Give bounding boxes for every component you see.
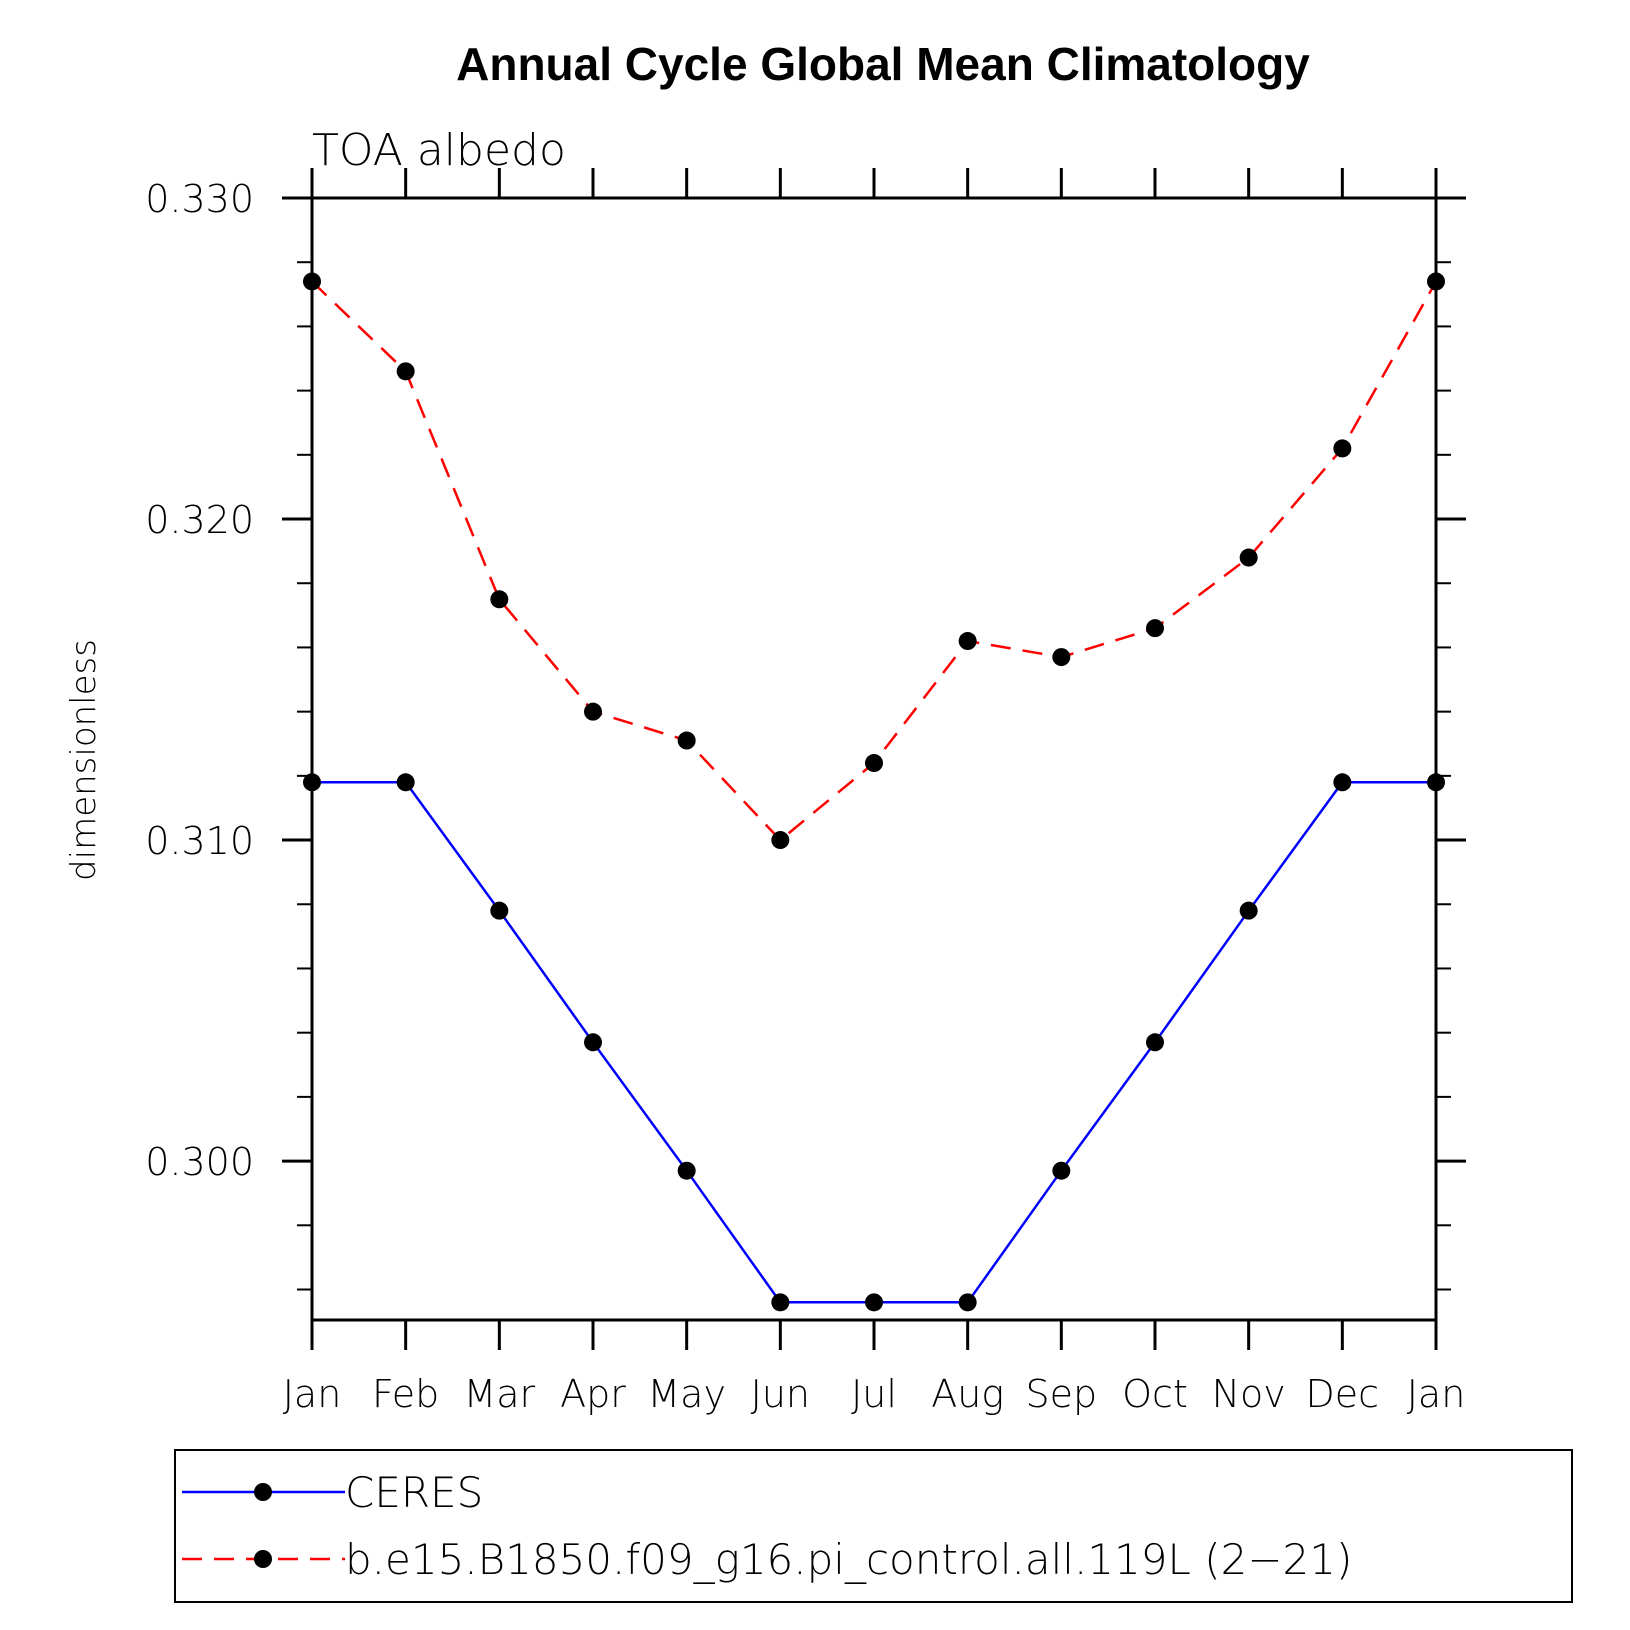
data-point	[958, 1293, 977, 1312]
y-tick-label: 0.330	[145, 177, 254, 221]
data-point	[1146, 619, 1164, 638]
tick-labels: Jan Feb Mar Apr May Jun Jul Aug Sep Oct Nov Dec Jan 0…	[145, 177, 1465, 1416]
data-point	[584, 1033, 602, 1052]
x-tick-label: Jan	[283, 1372, 342, 1416]
x-tick-label: Mar	[463, 1372, 535, 1416]
y-tick-label: 0.310	[145, 819, 254, 863]
series-layer	[303, 272, 1445, 1312]
data-point	[771, 1293, 790, 1312]
x-tick-label: May	[647, 1372, 726, 1416]
data-point	[396, 773, 415, 792]
x-tick-label: Oct	[1122, 1372, 1188, 1416]
y-tick-label: 0.320	[145, 498, 254, 542]
data-point	[396, 362, 415, 381]
data-point	[1239, 548, 1258, 567]
data-point	[865, 1293, 883, 1312]
data-point	[865, 754, 883, 773]
x-tick-label: Jan	[1407, 1372, 1466, 1416]
plot-frame	[310, 196, 1438, 1322]
data-point	[1052, 648, 1071, 667]
legend-marker-ceres	[254, 1483, 272, 1501]
data-point	[584, 702, 602, 721]
data-point	[677, 731, 696, 750]
data-point	[490, 901, 509, 920]
data-point	[771, 831, 790, 850]
legend: CERES b.e15.B1850.f09_g16.pi_control.all…	[174, 1449, 1573, 1603]
legend-box	[174, 1449, 1573, 1603]
x-tick-label: Jul	[851, 1372, 897, 1416]
data-point	[1333, 439, 1352, 458]
data-point	[1333, 773, 1352, 792]
y-tick-label: 0.300	[145, 1140, 254, 1184]
x-tick-label: Dec	[1306, 1372, 1380, 1416]
data-point	[677, 1161, 696, 1180]
data-point	[1052, 1161, 1071, 1180]
series-line-0	[312, 781, 1436, 1304]
data-point	[958, 632, 977, 651]
legend-marker-model	[254, 1550, 272, 1568]
x-tick-label: Nov	[1212, 1372, 1286, 1416]
x-tick-label: Sep	[1026, 1372, 1098, 1416]
chart-subtitle: TOA albedo	[312, 125, 566, 176]
chart-title: Annual Cycle Global Mean Climatology	[456, 38, 1310, 90]
data-point	[1239, 901, 1258, 920]
x-tick-label: Apr	[560, 1372, 626, 1416]
x-tick-label: Aug	[931, 1372, 1004, 1416]
y-axis-label: dimensionless	[64, 639, 104, 881]
legend-label-ceres: CERES	[345, 1468, 483, 1517]
axis-ticks	[282, 168, 1466, 1350]
x-tick-label: Jun	[751, 1372, 810, 1416]
x-tick-label: Feb	[372, 1372, 439, 1416]
data-point	[1146, 1033, 1164, 1052]
legend-label-model: b.e15.B1850.f09_g16.pi_control.all.119L …	[345, 1535, 1352, 1584]
data-point	[490, 590, 509, 609]
